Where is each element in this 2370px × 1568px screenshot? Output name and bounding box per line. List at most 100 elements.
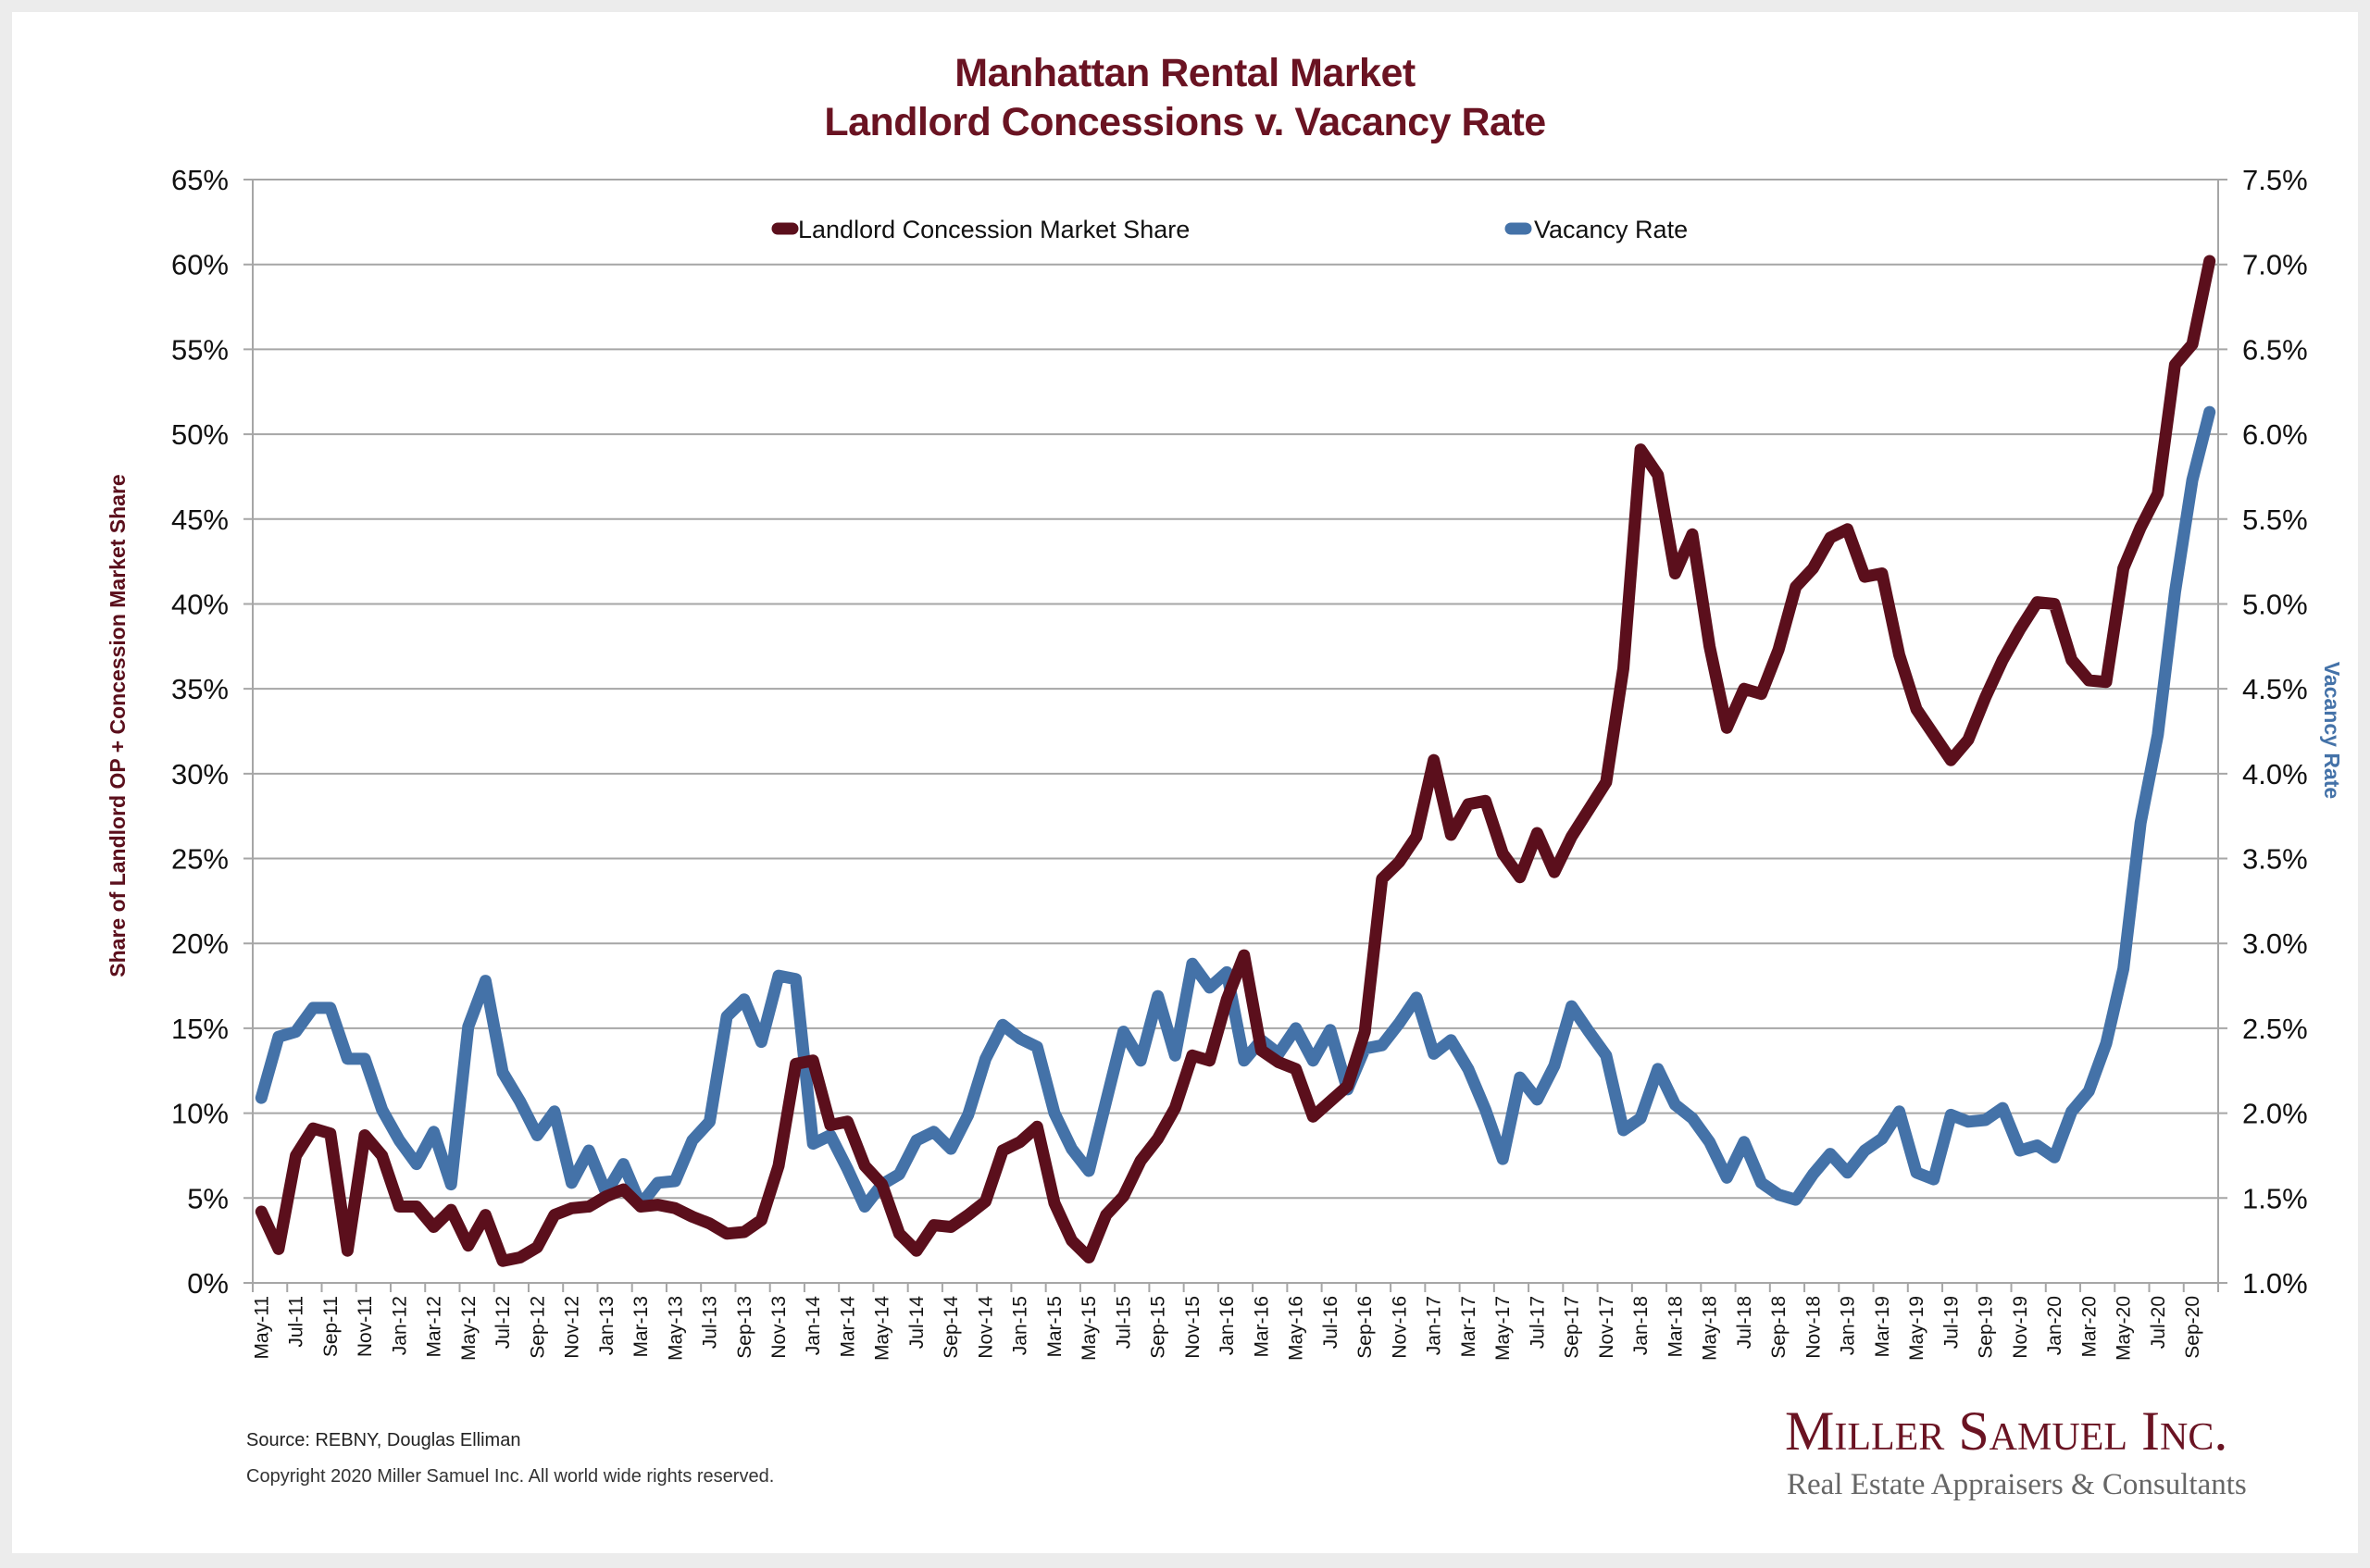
right-tick-label: 1.0%	[2242, 1267, 2308, 1300]
left-tick-label: 30%	[171, 758, 229, 790]
left-tick-label: 55%	[171, 333, 229, 366]
x-tick-label: Sep-15	[1148, 1296, 1169, 1359]
right-tick-label: 7.5%	[2242, 164, 2308, 196]
x-tick-label: Jan-17	[1424, 1296, 1445, 1355]
left-tick-label: 10%	[171, 1098, 229, 1130]
right-tick-label: 7.0%	[2242, 249, 2308, 281]
right-axis-title: Vacancy Rate	[2320, 662, 2344, 799]
source-note: Source: REBNY, Douglas Elliman	[246, 1430, 521, 1450]
x-tick-label: Nov-14	[975, 1296, 996, 1359]
left-tick-label: 25%	[171, 843, 229, 876]
x-tick-label: Jan-13	[596, 1296, 617, 1355]
x-tick-label: Jul-18	[1734, 1296, 1755, 1349]
x-tick-label: Jan-18	[1630, 1296, 1652, 1355]
x-tick-label: Mar-20	[2078, 1296, 2100, 1358]
right-tick-label: 1.5%	[2242, 1182, 2308, 1214]
right-tick-label: 5.0%	[2242, 588, 2308, 620]
x-tick-label: Jan-16	[1216, 1296, 1238, 1355]
x-tick-label: Jul-17	[1527, 1296, 1548, 1349]
x-tick-label: Sep-18	[1768, 1296, 1790, 1359]
left-tick-label: 5%	[187, 1182, 229, 1214]
x-tick-label: Mar-13	[630, 1296, 652, 1358]
x-tick-label: Jan-20	[2044, 1296, 2065, 1355]
x-tick-label: May-19	[1906, 1296, 1927, 1361]
right-tick-label: 4.5%	[2242, 673, 2308, 705]
x-tick-label: May-11	[251, 1296, 272, 1359]
legend-label-vacancy: Vacancy Rate	[1534, 216, 1688, 243]
x-tick-label: Nov-17	[1596, 1296, 1617, 1359]
right-tick-label: 5.5%	[2242, 504, 2308, 536]
right-tick-label: 3.0%	[2242, 927, 2308, 960]
x-tick-label: Jan-12	[389, 1296, 410, 1355]
left-axis-title: Share of Landlord OP + Concession Market…	[106, 474, 130, 977]
left-tick-label: 20%	[171, 927, 229, 960]
x-tick-label: Jul-15	[1113, 1296, 1134, 1349]
right-tick-label: 3.5%	[2242, 843, 2308, 876]
x-tick-label: Mar-14	[837, 1296, 858, 1358]
x-tick-label: Jul-19	[1940, 1296, 1962, 1349]
x-tick-label: May-12	[458, 1296, 480, 1361]
x-tick-label: May-17	[1492, 1296, 1514, 1361]
left-tick-label: 65%	[171, 164, 229, 196]
left-tick-label: 40%	[171, 588, 229, 620]
left-tick-label: 15%	[171, 1013, 229, 1045]
series-lines	[255, 255, 2216, 1267]
x-tick-label: May-20	[2114, 1296, 2135, 1361]
left-tick-label: 45%	[171, 504, 229, 536]
axes	[252, 180, 2219, 1292]
x-tick-label: Mar-16	[1251, 1296, 1272, 1358]
x-tick-label: Mar-17	[1458, 1296, 1479, 1358]
legend: Landlord Concession Market Share Vacancy…	[771, 216, 1688, 243]
x-tick-label: Sep-11	[320, 1296, 342, 1357]
x-tick-label: May-16	[1286, 1296, 1307, 1361]
x-tick-label: May-14	[872, 1296, 893, 1361]
x-tick-label: Jan-19	[1838, 1296, 1859, 1355]
x-tick-label: Jul-13	[700, 1296, 721, 1349]
company-logo-tagline: Real Estate Appraisers & Consultants	[1787, 1468, 2247, 1501]
left-tick-label: 50%	[171, 418, 229, 451]
right-tick-label: 6.5%	[2242, 333, 2308, 366]
copyright-note: Copyright 2020 Miller Samuel Inc. All wo…	[246, 1466, 775, 1487]
legend-label-concession: Landlord Concession Market Share	[798, 216, 1190, 243]
left-tick-label: 60%	[171, 249, 229, 281]
x-tick-label: Mar-19	[1872, 1296, 1893, 1358]
x-tick-label: Mar-12	[424, 1296, 445, 1358]
x-tick-label: Nov-11	[355, 1296, 376, 1357]
left-axis-ticks: 0% 5% 10% 15% 20% 25% 30% 35% 40% 45% 50% 55% 60% 65%	[171, 164, 229, 1300]
right-tick-label: 2.0%	[2242, 1098, 2308, 1130]
concession-series-line	[255, 255, 2216, 1267]
right-tick-label: 2.5%	[2242, 1013, 2308, 1045]
x-tick-label: Nov-19	[2010, 1296, 2031, 1359]
x-tick-label: Jul-16	[1320, 1296, 1341, 1349]
x-tick-label: Nov-13	[768, 1296, 790, 1359]
x-tick-label: May-15	[1079, 1296, 1100, 1361]
chart-card	[12, 12, 2358, 1553]
x-tick-label: Mar-15	[1044, 1296, 1066, 1358]
x-tick-label: May-18	[1700, 1296, 1721, 1361]
x-tick-label: Sep-14	[941, 1296, 962, 1359]
x-tick-label: Jul-11	[286, 1296, 307, 1348]
x-tick-label: Jul-12	[493, 1296, 514, 1349]
x-tick-label: Sep-17	[1562, 1296, 1583, 1359]
x-tick-label: Nov-18	[1802, 1296, 1824, 1359]
x-tick-label: Sep-12	[527, 1296, 548, 1359]
x-tick-label: Mar-18	[1665, 1296, 1686, 1358]
x-tick-label: Jan-15	[1010, 1296, 1031, 1355]
x-tick-label: Sep-19	[1976, 1296, 1997, 1359]
x-tick-label: Jul-20	[2148, 1296, 2169, 1349]
x-tick-label: Nov-15	[1182, 1296, 1204, 1359]
vacancy-series-line	[255, 405, 2216, 1213]
x-tick-label: May-13	[665, 1296, 686, 1361]
x-tick-label: Sep-16	[1354, 1296, 1376, 1359]
x-tick-label: Nov-16	[1389, 1296, 1410, 1359]
x-axis-ticks: May-11 Jul-11 Sep-11 Nov-11 Jan-12 Mar-12 May-…	[251, 1283, 2219, 1361]
x-tick-label: Jan-14	[803, 1296, 824, 1356]
chart-title-line1: Manhattan Rental Market	[954, 51, 1416, 95]
chart-title-line2: Landlord Concessions v. Vacancy Rate	[824, 100, 1546, 144]
x-tick-label: Sep-13	[734, 1296, 755, 1359]
left-tick-label: 35%	[171, 673, 229, 705]
company-logo-name: Miller Samuel Inc.	[1785, 1400, 2228, 1462]
x-tick-label: Jul-14	[906, 1296, 928, 1350]
right-axis-ticks: 1.0% 1.5% 2.0% 2.5% 3.0% 3.5% 4.0% 4.5% 5.0% 5.5%…	[2242, 164, 2308, 1300]
